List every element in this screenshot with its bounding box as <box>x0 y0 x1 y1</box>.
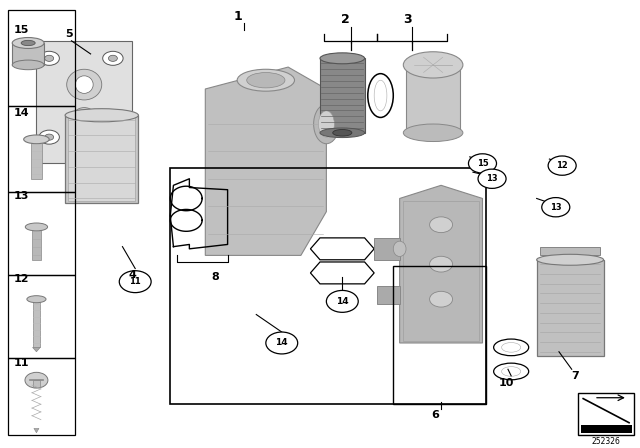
Text: 2: 2 <box>341 13 350 26</box>
Circle shape <box>429 256 452 272</box>
Ellipse shape <box>67 69 102 100</box>
Circle shape <box>468 154 497 173</box>
Circle shape <box>429 291 452 307</box>
Ellipse shape <box>320 53 365 64</box>
Ellipse shape <box>394 241 406 257</box>
Ellipse shape <box>24 135 49 144</box>
Text: 11: 11 <box>14 358 29 368</box>
Circle shape <box>119 271 151 293</box>
Bar <box>8 107 75 192</box>
Ellipse shape <box>76 76 93 93</box>
Ellipse shape <box>493 339 529 356</box>
Ellipse shape <box>333 129 352 136</box>
Bar <box>394 267 486 404</box>
Circle shape <box>102 130 123 144</box>
Circle shape <box>45 55 54 61</box>
Circle shape <box>102 52 123 65</box>
Text: 14: 14 <box>14 108 29 118</box>
Circle shape <box>39 130 60 144</box>
Bar <box>374 238 399 260</box>
Text: 252326: 252326 <box>591 437 621 446</box>
Bar <box>65 115 138 203</box>
Ellipse shape <box>320 128 365 138</box>
Text: 12: 12 <box>556 161 568 170</box>
Text: 5: 5 <box>65 29 73 39</box>
Ellipse shape <box>12 60 44 70</box>
Polygon shape <box>310 238 374 260</box>
Bar <box>8 358 75 435</box>
Polygon shape <box>31 139 42 179</box>
Ellipse shape <box>374 80 387 111</box>
Polygon shape <box>34 428 39 433</box>
Text: 7: 7 <box>572 371 579 381</box>
Polygon shape <box>33 380 40 387</box>
Text: 10: 10 <box>499 378 514 388</box>
Polygon shape <box>399 185 483 343</box>
Ellipse shape <box>78 113 91 126</box>
Circle shape <box>25 372 48 388</box>
Circle shape <box>541 198 570 217</box>
Bar <box>406 65 460 133</box>
Text: 4: 4 <box>129 270 137 280</box>
Bar <box>403 201 479 341</box>
Text: 11: 11 <box>129 277 141 286</box>
Ellipse shape <box>502 343 521 352</box>
Ellipse shape <box>72 108 97 132</box>
Circle shape <box>108 55 117 61</box>
Text: 15: 15 <box>477 159 488 168</box>
Ellipse shape <box>21 40 35 46</box>
Bar <box>8 192 75 275</box>
Ellipse shape <box>237 69 294 91</box>
Ellipse shape <box>319 111 334 137</box>
Polygon shape <box>205 67 326 255</box>
Text: 8: 8 <box>212 272 220 282</box>
Circle shape <box>39 52 60 65</box>
Bar <box>36 41 132 164</box>
Circle shape <box>429 217 452 233</box>
Bar <box>578 393 634 435</box>
Circle shape <box>478 169 506 189</box>
Polygon shape <box>33 347 40 352</box>
Bar <box>378 286 399 304</box>
Bar <box>580 425 632 433</box>
Polygon shape <box>33 299 40 347</box>
Bar <box>8 275 75 358</box>
Ellipse shape <box>12 38 44 48</box>
Ellipse shape <box>368 73 394 117</box>
Ellipse shape <box>502 366 521 376</box>
Ellipse shape <box>246 73 285 88</box>
Polygon shape <box>32 227 41 260</box>
Ellipse shape <box>27 296 46 303</box>
Ellipse shape <box>403 124 463 142</box>
Ellipse shape <box>65 109 138 122</box>
Text: 14: 14 <box>336 297 349 306</box>
Text: 3: 3 <box>403 13 412 26</box>
Circle shape <box>266 332 298 354</box>
Text: 13: 13 <box>14 191 29 201</box>
Polygon shape <box>12 43 44 65</box>
Text: 6: 6 <box>431 410 439 420</box>
Bar <box>8 10 75 107</box>
Ellipse shape <box>537 254 604 265</box>
Bar <box>320 58 365 133</box>
Ellipse shape <box>493 363 529 380</box>
Circle shape <box>326 290 358 312</box>
Circle shape <box>548 156 576 175</box>
Polygon shape <box>310 262 374 284</box>
Text: 12: 12 <box>14 275 29 284</box>
Circle shape <box>108 134 117 140</box>
Bar <box>537 260 604 356</box>
Ellipse shape <box>314 104 339 144</box>
Bar <box>170 168 486 404</box>
Text: 15: 15 <box>14 25 29 35</box>
Text: 1: 1 <box>234 10 243 23</box>
Circle shape <box>45 134 54 140</box>
Bar <box>68 117 135 201</box>
Ellipse shape <box>26 223 47 231</box>
Text: 13: 13 <box>550 203 561 212</box>
Text: 14: 14 <box>275 339 288 348</box>
Bar <box>540 247 600 255</box>
Ellipse shape <box>403 52 463 78</box>
Text: 13: 13 <box>486 174 498 183</box>
